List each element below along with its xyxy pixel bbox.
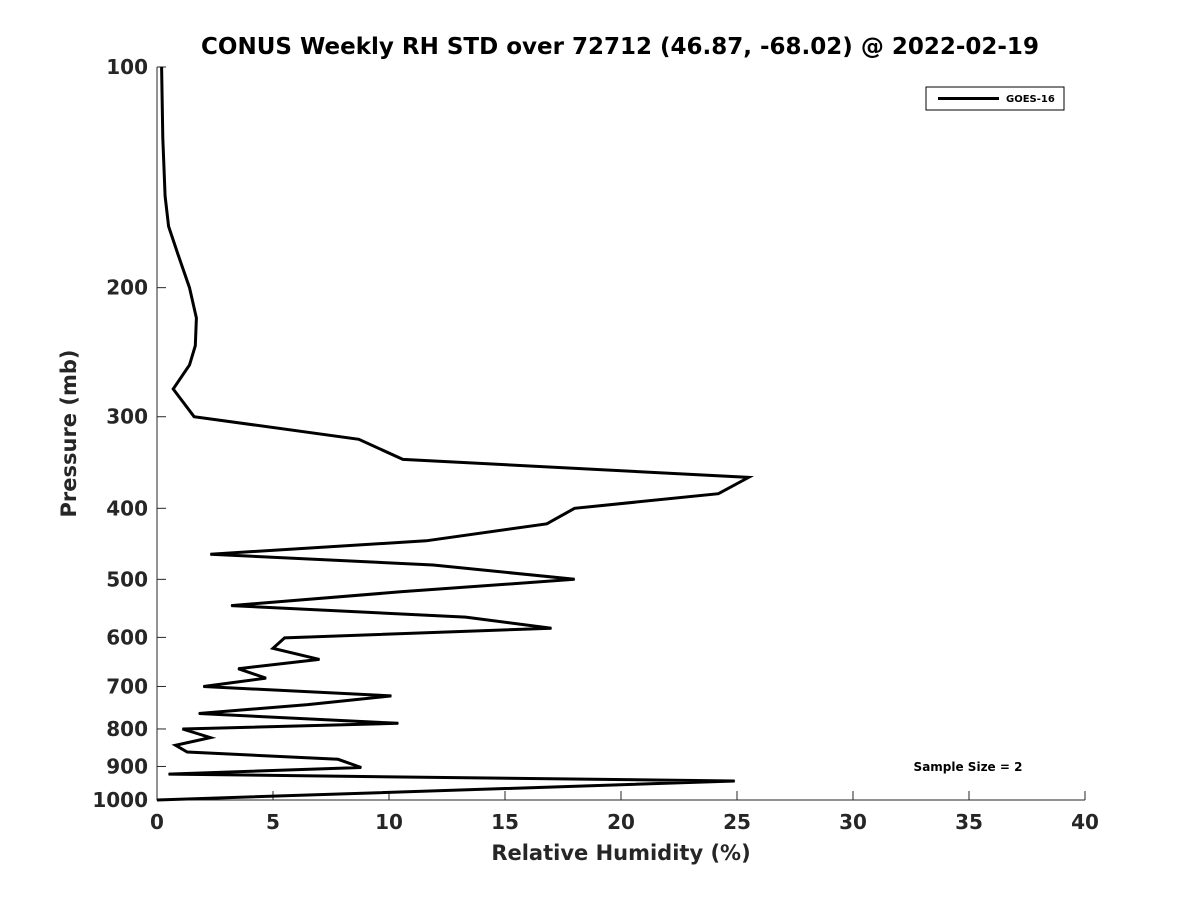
y-tick-label: 400 [106,496,148,520]
data-point [318,658,320,660]
data-point [164,195,166,197]
data-point [307,704,309,706]
x-tick-label: 10 [375,810,403,834]
y-tick-label: 200 [106,276,148,300]
data-point [182,728,183,730]
y-tick-label: 1000 [92,788,148,812]
y-tick-label: 800 [106,717,148,741]
y-tick-label: 700 [106,674,148,698]
sample-size-annotation: Sample Size = 2 [914,760,1023,774]
y-tick-label: 100 [106,55,148,79]
y-axis-title: Pressure (mb) [57,350,81,518]
data-point [397,722,399,724]
x-tick-label: 35 [955,810,983,834]
y-tick-label: 500 [106,567,148,591]
data-point [237,668,239,670]
data-point [400,591,402,593]
data-point [550,627,552,629]
data-point [189,364,190,366]
y-tick-label: 600 [106,625,148,649]
data-point [574,507,576,509]
data-point [175,744,177,746]
x-axis-title: Relative Humidity (%) [491,841,750,865]
data-point [186,751,188,753]
chart-title: CONUS Weekly RH STD over 72712 (46.87, -… [201,34,1039,60]
x-tick-label: 0 [150,810,164,834]
data-point [172,388,174,390]
data-point [358,438,360,440]
data-point [402,458,404,460]
data-point [189,287,190,289]
data-point [230,605,232,607]
x-tick-label: 5 [266,810,280,834]
x-tick-label: 30 [839,810,867,834]
data-point [168,773,170,775]
series-lines [156,66,755,802]
data-point [195,317,197,319]
data-point [193,416,195,418]
data-point [162,137,164,139]
data-point [156,799,158,801]
x-tick-label: 15 [491,810,519,834]
data-point [390,695,392,697]
data-point [202,686,204,687]
data-point [337,758,339,760]
data-point [546,523,548,525]
data-point [748,476,750,478]
data-point [177,253,179,255]
y-tick-label: 300 [106,405,148,429]
data-point [425,540,427,542]
data-point [168,225,170,227]
data-point [272,647,274,649]
data-point [574,578,576,580]
x-tick-label: 40 [1071,810,1099,834]
y-ticks: 100 200 300 400 500 600 700 800 900 1000 [92,55,166,812]
y-tick-label: 900 [106,754,148,778]
data-point [198,713,200,714]
series-line-goes-16 [156,66,755,802]
data-point [717,493,719,495]
x-tick-label: 20 [607,810,635,834]
data-point [360,767,362,768]
data-point [432,564,434,566]
x-ticks: 0 5 10 15 20 25 30 35 40 [150,791,1099,834]
x-tick-label: 25 [723,810,751,834]
data-point [284,637,286,639]
data-point [161,66,163,68]
data-point [194,345,196,347]
legend: GOES-16 [925,86,1065,111]
data-point [734,780,736,782]
data-point [209,553,211,555]
legend-label-goes-16: GOES-16 [1006,94,1055,105]
data-point [465,616,467,618]
data-point [209,737,211,739]
data-point [265,677,267,679]
